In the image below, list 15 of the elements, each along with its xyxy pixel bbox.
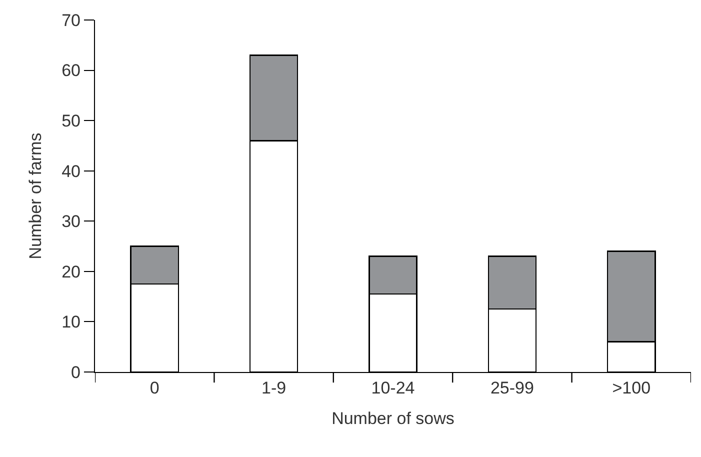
x-tick-label: >100 [612,378,651,398]
y-tick-label: 50 [62,112,80,131]
y-tick-label: 0 [71,362,80,382]
x-tick-label: 0 [150,378,160,398]
y-tick-label: 10 [62,312,80,332]
y-tick-label: 30 [62,212,80,232]
x-axis-title: Number of sows [332,408,454,428]
y-tick-label: 40 [62,162,80,181]
y-tick-label: 70 [62,10,80,30]
y-tick-label: 20 [62,262,80,282]
x-tick-label: 1-9 [262,378,286,398]
x-tick-label: 10-24 [371,378,415,398]
y-tick-label: 60 [62,61,80,80]
y-axis-title: Number of farms [26,132,46,260]
x-tick-label: 25-99 [490,378,534,398]
